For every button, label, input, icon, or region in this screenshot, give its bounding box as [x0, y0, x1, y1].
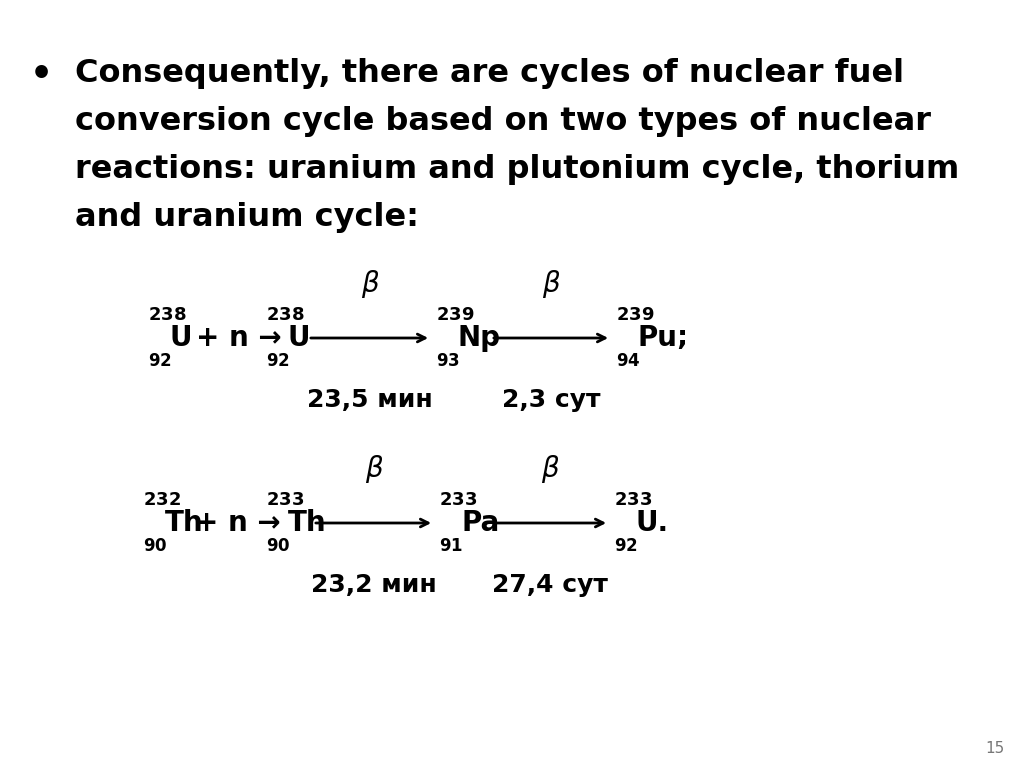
Text: $\mathbf{233}$: $\mathbf{233}$ — [439, 491, 477, 509]
Text: U: U — [170, 324, 193, 352]
Text: $\mathbf{232}$: $\mathbf{232}$ — [143, 491, 181, 509]
Text: $\mathbf{90}$: $\mathbf{90}$ — [266, 537, 291, 555]
Text: U: U — [288, 324, 310, 352]
Text: + n →: + n → — [196, 324, 282, 352]
Text: $\mathbf{92}$: $\mathbf{92}$ — [148, 352, 171, 370]
Text: U.: U. — [636, 509, 669, 537]
Text: Th: Th — [288, 509, 327, 537]
Text: β: β — [541, 455, 559, 483]
Text: β: β — [360, 270, 379, 298]
Text: $\mathbf{91}$: $\mathbf{91}$ — [439, 537, 463, 555]
Text: Np: Np — [458, 324, 501, 352]
Text: Pa: Pa — [461, 509, 500, 537]
Text: $\mathbf{92}$: $\mathbf{92}$ — [614, 537, 638, 555]
Text: $\mathbf{94}$: $\mathbf{94}$ — [616, 352, 640, 370]
Text: 23,2 мин: 23,2 мин — [310, 573, 436, 597]
Text: $\mathbf{233}$: $\mathbf{233}$ — [614, 491, 652, 509]
Text: and uranium cycle:: and uranium cycle: — [75, 202, 419, 233]
Text: Pu;: Pu; — [638, 324, 689, 352]
Text: $\mathbf{238}$: $\mathbf{238}$ — [148, 306, 186, 324]
Text: 15: 15 — [986, 741, 1005, 756]
Text: β: β — [365, 455, 382, 483]
Text: Th: Th — [165, 509, 204, 537]
Text: reactions: uranium and plutonium cycle, thorium: reactions: uranium and plutonium cycle, … — [75, 154, 959, 185]
Text: $\mathbf{238}$: $\mathbf{238}$ — [266, 306, 304, 324]
Text: conversion cycle based on two types of nuclear: conversion cycle based on two types of n… — [75, 106, 931, 137]
Text: 23,5 мин: 23,5 мин — [306, 388, 432, 412]
Text: $\mathbf{239}$: $\mathbf{239}$ — [436, 306, 474, 324]
Text: $\mathbf{239}$: $\mathbf{239}$ — [616, 306, 654, 324]
Text: β: β — [542, 270, 560, 298]
Text: $\mathbf{92}$: $\mathbf{92}$ — [266, 352, 290, 370]
Text: $\mathbf{93}$: $\mathbf{93}$ — [436, 352, 460, 370]
Text: Consequently, there are cycles of nuclear fuel: Consequently, there are cycles of nuclea… — [75, 58, 904, 89]
Text: $\mathbf{233}$: $\mathbf{233}$ — [266, 491, 304, 509]
Text: 2,3 сут: 2,3 сут — [502, 388, 600, 412]
Text: + n →: + n → — [195, 509, 281, 537]
Text: 27,4 сут: 27,4 сут — [493, 573, 608, 597]
Text: $\mathbf{90}$: $\mathbf{90}$ — [143, 537, 167, 555]
Text: •: • — [30, 58, 53, 92]
